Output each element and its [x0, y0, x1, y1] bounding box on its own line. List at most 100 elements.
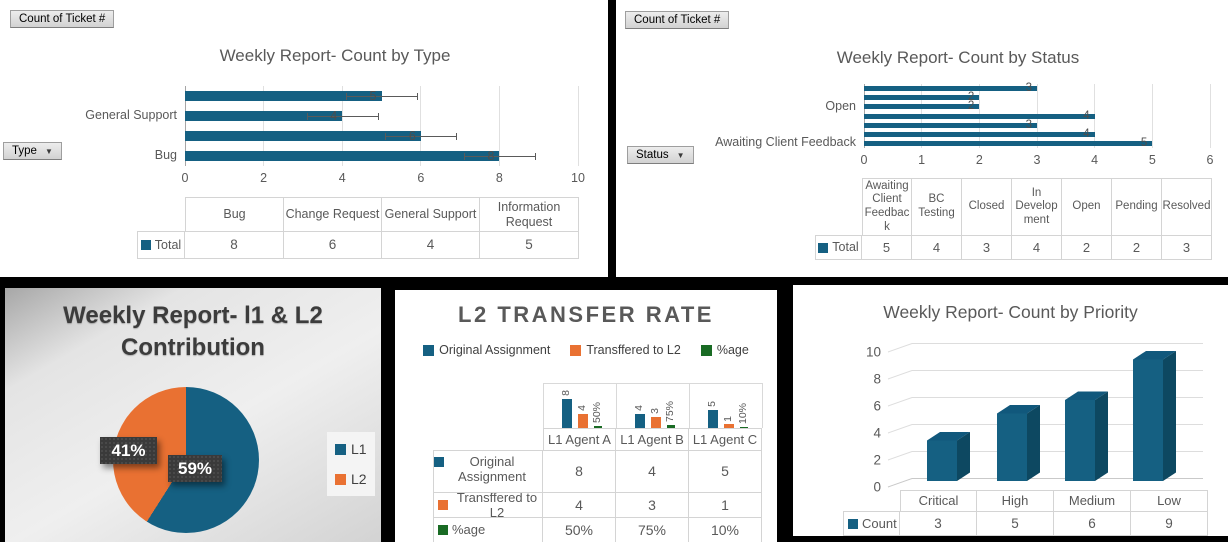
field-button-label: Count of Ticket # — [19, 13, 106, 25]
bar[interactable] — [185, 111, 343, 121]
chart-title: Weekly Report- Count by Priority — [883, 302, 1138, 322]
bar[interactable] — [562, 399, 572, 428]
bar-3d[interactable] — [1133, 351, 1176, 360]
pie-data-label-l2: 41% — [100, 437, 157, 464]
bar[interactable] — [864, 86, 1037, 92]
bar[interactable] — [185, 91, 382, 101]
table-value-cell: 5 — [480, 232, 579, 259]
error-bar — [346, 96, 417, 97]
table-header-cell: L1 Agent A — [543, 428, 616, 451]
bar[interactable] — [864, 122, 1037, 128]
bar[interactable] — [864, 140, 1153, 146]
bar[interactable] — [578, 413, 588, 428]
table-value-cell: 75% — [616, 518, 689, 542]
legend-key-icon — [335, 473, 346, 485]
data-label: 3 — [1025, 118, 1032, 131]
gridline — [887, 343, 1203, 353]
error-bar-cap — [306, 112, 308, 120]
legend-item[interactable]: Original Assignment — [423, 343, 550, 357]
bar[interactable] — [667, 425, 675, 428]
data-label: 5 — [1140, 136, 1148, 149]
field-button-label: Status — [636, 149, 669, 161]
bar[interactable] — [651, 417, 661, 428]
table-header-cell: L1 Agent C — [689, 428, 762, 451]
count-of-ticket-field-button[interactable]: Count of Ticket # — [625, 11, 730, 29]
legend-key-icon — [434, 457, 444, 467]
table-row-label-text: %age — [452, 522, 486, 538]
bottom-strip: Weekly Report- l1 & L2 Contribution 41% … — [0, 277, 1228, 542]
category-axis-line — [185, 86, 186, 166]
data-label: 4 — [1083, 109, 1090, 122]
data-label: 50% — [591, 402, 603, 424]
table-value-cell: 9 — [1131, 512, 1208, 536]
bar-3d[interactable] — [927, 440, 957, 482]
legend-item[interactable]: Transffered to L2 — [570, 343, 681, 357]
bar[interactable] — [594, 426, 602, 428]
table-row-label: Total — [137, 232, 185, 259]
bar[interactable] — [185, 131, 421, 141]
data-label: 6 — [408, 128, 416, 143]
axis-tick-label: 4 — [1091, 153, 1099, 167]
table-value-cell: 1 — [689, 493, 762, 518]
error-bar-cap — [534, 152, 536, 160]
count-by-priority-data-table: Critical High Medium Low Count 3 5 6 9 — [843, 490, 1208, 536]
bar-3d[interactable] — [927, 432, 970, 441]
type-filter-button[interactable]: Type — [3, 142, 62, 160]
legend-label: %age — [716, 343, 749, 357]
table-row-label-text: Count — [862, 515, 897, 531]
table-header-cell: Change Request — [284, 197, 382, 232]
l2-transfer-bar-chart[interactable]: 8 4 50% 4 3 75% 5 1 10% — [543, 383, 763, 428]
count-of-ticket-field-button[interactable]: Count of Ticket # — [10, 10, 115, 28]
bar-3d[interactable] — [1065, 391, 1108, 401]
bar[interactable] — [740, 427, 748, 428]
bar[interactable] — [864, 131, 1095, 137]
bar-3d[interactable] — [997, 405, 1040, 414]
bar[interactable] — [864, 104, 980, 110]
bar-3d[interactable] — [1095, 391, 1108, 482]
table-header-cell: Information Request — [480, 197, 579, 232]
bar[interactable] — [864, 95, 980, 101]
legend-item-l2[interactable]: L2 — [335, 471, 367, 487]
bar-3d[interactable] — [957, 432, 970, 481]
bar-3d[interactable] — [997, 413, 1027, 482]
table-value-cell: 3 — [1162, 236, 1212, 260]
bar[interactable] — [635, 413, 645, 428]
gridline — [1094, 84, 1096, 148]
legend-key-icon — [848, 518, 858, 529]
count-by-type-bar-chart[interactable]: 0 2 4 6 8 10 5 4 6 8 General Support Bug — [85, 86, 585, 185]
status-filter-button[interactable]: Status — [627, 146, 694, 164]
bar[interactable] — [864, 113, 1095, 119]
axis-tick-label: 6 — [1206, 153, 1214, 167]
table-value-cell: 4 — [912, 236, 962, 260]
bar-3d[interactable] — [1027, 405, 1040, 481]
data-label: 3 — [1025, 82, 1032, 95]
bar-3d[interactable] — [1065, 400, 1095, 481]
legend-item-l1[interactable]: L1 — [335, 441, 367, 457]
bar-3d-plot: 0 2 4 6 8 10 — [866, 343, 1203, 495]
count-by-status-bar-chart[interactable]: 0 1 2 3 4 5 6 3 2 2 4 3 4 5 Open Awaiting Client Feedba… — [715, 82, 1213, 167]
bar-3d[interactable] — [1163, 351, 1176, 481]
plot-area-border — [543, 383, 762, 384]
gridline — [341, 86, 343, 166]
table-header-cell: Medium — [1054, 490, 1131, 512]
l2-transfer-data-table: L1 Agent A L1 Agent B L1 Agent C Original A… — [433, 428, 762, 542]
table-value-cell: 5 — [689, 451, 762, 493]
data-label: 5 — [369, 88, 377, 103]
legend-item[interactable]: %age — [700, 343, 749, 357]
table-value-cell: 50% — [543, 518, 616, 542]
bar-3d[interactable] — [1133, 359, 1163, 482]
bar[interactable] — [708, 409, 718, 428]
legend-key-icon — [438, 525, 448, 535]
data-label: 2 — [967, 100, 975, 113]
table-header-row: Bug Change Request General Support Informat… — [137, 197, 579, 232]
bar[interactable] — [185, 151, 500, 161]
error-bar — [306, 116, 378, 117]
count-by-status-panel: Count of Ticket # Weekly Report- Count b… — [616, 0, 1228, 277]
table-value-cell: 4 — [1012, 236, 1062, 260]
count-by-priority-3d-chart[interactable]: 0 2 4 6 8 10 — [793, 285, 1228, 541]
table-row-label: Total — [815, 236, 862, 260]
legend-key-icon — [140, 240, 151, 250]
bar[interactable] — [724, 424, 734, 428]
table-row: Original Assignment 8 4 5 — [433, 451, 762, 493]
axis-tick-label: 10 — [866, 345, 881, 360]
